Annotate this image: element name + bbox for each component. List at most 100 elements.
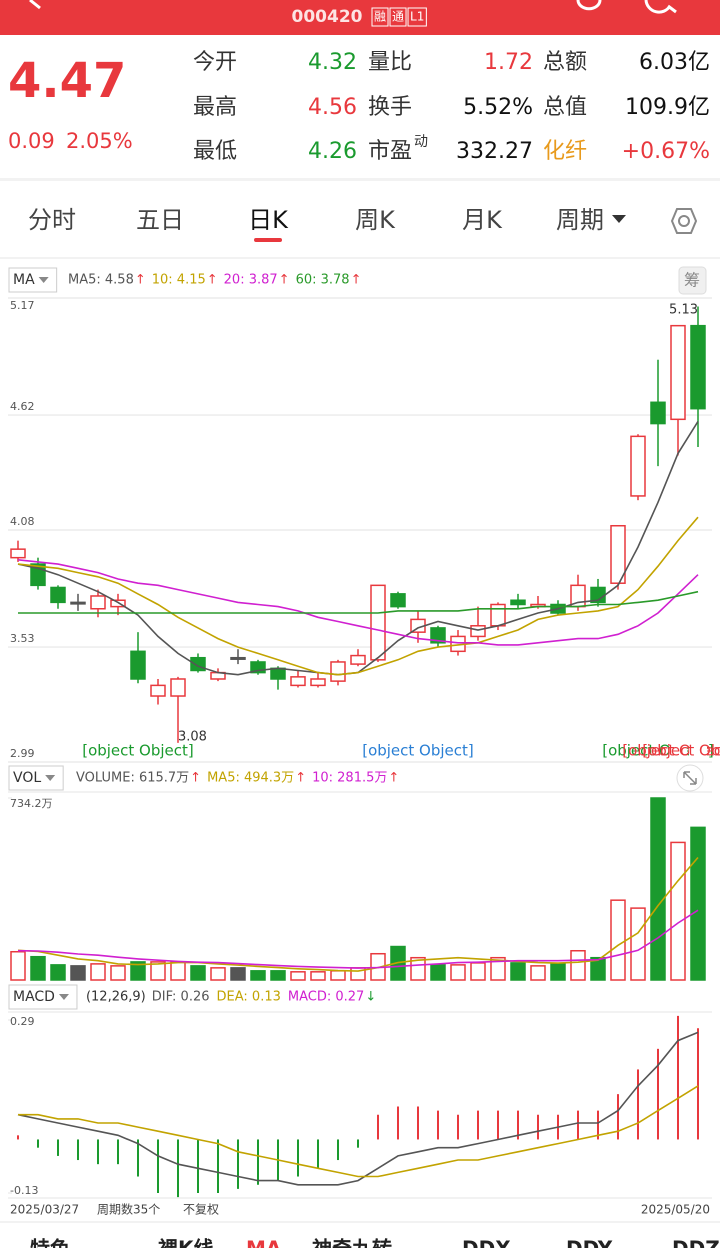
tab[interactable]: 分时 (28, 206, 76, 234)
period-count: 周期数35个 (97, 1202, 160, 1217)
indicator-name: VOL (13, 770, 41, 786)
volume-bar (150, 961, 166, 981)
tab[interactable]: 五日 (136, 206, 184, 234)
candle-body (610, 524, 626, 584)
volume-bar (650, 797, 666, 981)
volume-bar (550, 963, 566, 981)
volume-bar (470, 962, 486, 981)
divider (0, 178, 720, 181)
stat-label: 总额 (543, 50, 587, 75)
candle-body (510, 599, 526, 606)
volume-bar (30, 955, 46, 981)
adjust-mode: 不复权 (183, 1203, 219, 1217)
legend-text: MA5: 4.58 (68, 273, 134, 288)
volume-bar (10, 950, 26, 981)
indicator-select[interactable] (8, 765, 64, 791)
divider (0, 257, 720, 259)
indicator-name: MA (13, 272, 35, 288)
badge (389, 7, 407, 27)
candle-body (690, 324, 706, 410)
nav-item[interactable]: 神奇九转 (312, 1237, 392, 1248)
stat-label: 化纤 (543, 139, 587, 164)
nav-item[interactable]: DDX (462, 1237, 511, 1248)
volume-bar (690, 826, 706, 981)
event-marker-bg (129, 740, 147, 760)
nav-item[interactable]: DDY (566, 1237, 613, 1248)
indicator-line (17, 1031, 699, 1186)
y-tick-label: -0.13 (10, 1184, 38, 1197)
volume-bar (250, 970, 266, 981)
candle-body (150, 684, 166, 697)
nav-item[interactable]: MA (246, 1237, 282, 1248)
dropdown-arrow[interactable] (612, 215, 626, 223)
volume-bar (670, 841, 686, 981)
legend-arrow: ↑ (279, 273, 290, 288)
candle-body (230, 656, 246, 660)
volume-bar (310, 971, 326, 981)
candle-body (470, 625, 486, 638)
settings-icon[interactable] (678, 215, 690, 227)
volume-bar (530, 965, 546, 981)
alert-button[interactable] (576, 0, 602, 11)
chip-button[interactable] (678, 266, 707, 295)
legend-text: 10: 4.15 (152, 273, 206, 288)
legend-arrow: ↑ (351, 273, 362, 288)
candle-body (370, 584, 386, 661)
volume-bar (270, 970, 286, 981)
stat-value: 5.52% (463, 95, 533, 120)
volume-bar (330, 970, 346, 981)
legend-text: MA5: 494.3万 (207, 771, 294, 786)
chip-label: 筹 (684, 271, 700, 290)
indicator-select[interactable] (8, 267, 58, 293)
bottom-nav (0, 1222, 720, 1248)
tab[interactable]: 月K (462, 206, 503, 234)
expand-icon[interactable] (676, 764, 704, 792)
date-end: 2025/05/20 (641, 1203, 710, 1217)
volume-bar (190, 965, 206, 981)
nav-item[interactable]: 裸K线 (158, 1237, 214, 1248)
expand-icon[interactable] (683, 771, 697, 785)
stat-label: 换手 (368, 95, 412, 120)
search-button[interactable] (644, 0, 677, 14)
y-tick-label: 5.17 (10, 299, 35, 312)
volume-bar (610, 899, 626, 981)
tab[interactable]: 周K (355, 206, 396, 234)
legend-text: 20: 3.87 (224, 273, 278, 288)
dropdown-arrow[interactable] (58, 994, 69, 1000)
high-label: 5.13 (669, 303, 698, 318)
top-bar (0, 0, 720, 35)
candle-body (50, 586, 66, 604)
date-start: 2025/03/27 (10, 1203, 79, 1217)
legend-text: VOLUME: 615.7万 (76, 771, 189, 786)
event-marker[interactable]: [object Object] (362, 742, 474, 760)
badge-text: L1 (410, 10, 424, 24)
candle-body (430, 627, 446, 644)
dropdown-arrow[interactable] (45, 775, 56, 781)
event-marker[interactable]: [object Object] (82, 742, 194, 760)
legend-arrow: ↑ (295, 771, 306, 786)
indicator-line (17, 516, 699, 676)
stat-value: 1.72 (484, 50, 533, 75)
volume-bar (110, 965, 126, 981)
stat-value: +0.67% (622, 139, 710, 164)
stat-label: 最低 (193, 139, 237, 164)
y-tick-label: 0.29 (10, 1015, 35, 1028)
stat-label: 总值 (543, 95, 587, 120)
settings-icon[interactable] (670, 208, 698, 234)
indicator-params: (12,26,9) (86, 990, 146, 1005)
nav-item[interactable]: 特色 (30, 1237, 70, 1248)
volume-bar (290, 971, 306, 981)
indicator-line (17, 559, 699, 646)
tab[interactable]: 周期 (556, 206, 604, 234)
tab[interactable]: 日K (248, 206, 289, 234)
back-button[interactable] (29, 0, 41, 10)
event-marker-bg (689, 740, 707, 760)
nav-item[interactable]: DDZ (672, 1237, 720, 1248)
candle-body (650, 401, 666, 425)
volume-bar (490, 956, 506, 981)
change-pct: 2.05% (66, 129, 133, 153)
event-marker[interactable]: [object Object] (642, 742, 720, 760)
badge-text: 融 (374, 10, 386, 24)
dropdown-arrow[interactable] (38, 277, 49, 283)
indicator-line (17, 856, 699, 972)
